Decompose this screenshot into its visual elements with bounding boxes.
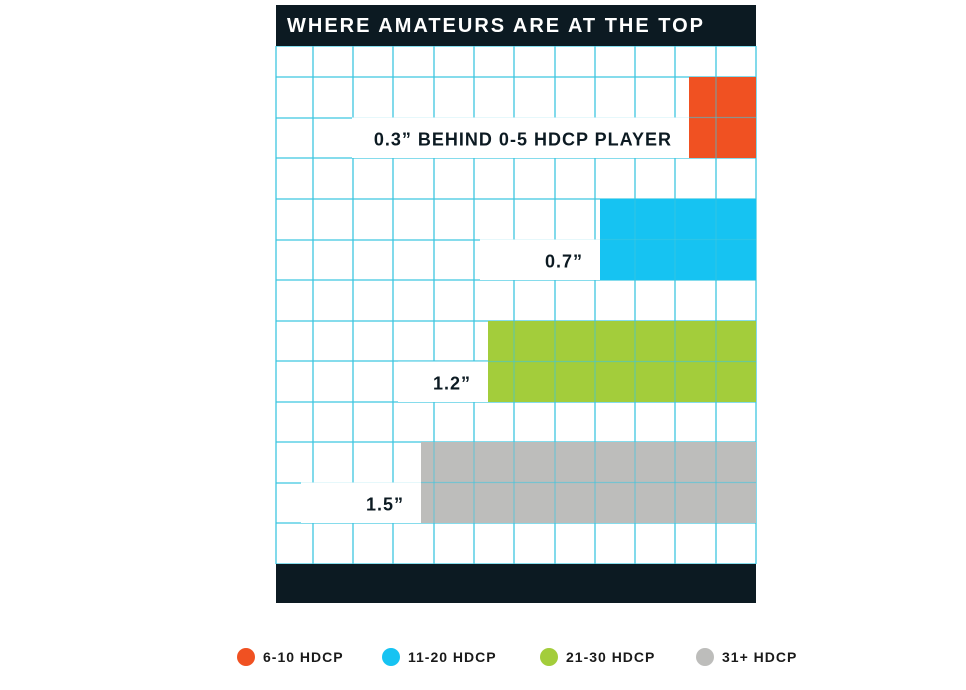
footer-bar [276, 564, 756, 603]
legend-label: 31+ HDCP [722, 649, 797, 665]
value-label-background [480, 239, 600, 280]
bars [421, 77, 756, 523]
legend-label: 11-20 HDCP [408, 649, 497, 665]
legend-swatch [540, 648, 558, 666]
legend-item: 6-10 HDCP [237, 648, 344, 666]
title-bar [276, 5, 756, 46]
value-label-background [398, 361, 488, 402]
value-label: 1.2” [433, 374, 471, 394]
legend-swatch [382, 648, 400, 666]
legend-swatch [237, 648, 255, 666]
legend-label: 6-10 HDCP [263, 649, 344, 665]
value-label: 0.3” BEHIND 0-5 HDCP PLAYER [374, 130, 672, 150]
legend: 6-10 HDCP 11-20 HDCP 21-30 HDCP 31+ HDCP [237, 648, 797, 666]
value-label: 1.5” [366, 495, 404, 515]
legend-label: 21-30 HDCP [566, 649, 655, 665]
legend-swatch [696, 648, 714, 666]
value-labels: 0.3” BEHIND 0-5 HDCP PLAYER 0.7” 1.2” 1.5” [301, 117, 689, 523]
legend-item: 21-30 HDCP [540, 648, 655, 666]
legend-item: 11-20 HDCP [382, 648, 497, 666]
legend-item: 31+ HDCP [696, 648, 797, 666]
value-label-background [352, 117, 689, 158]
value-label: 0.7” [545, 252, 583, 272]
value-label-background [301, 482, 421, 523]
chart-title: WHERE AMATEURS ARE AT THE TOP [287, 15, 705, 37]
